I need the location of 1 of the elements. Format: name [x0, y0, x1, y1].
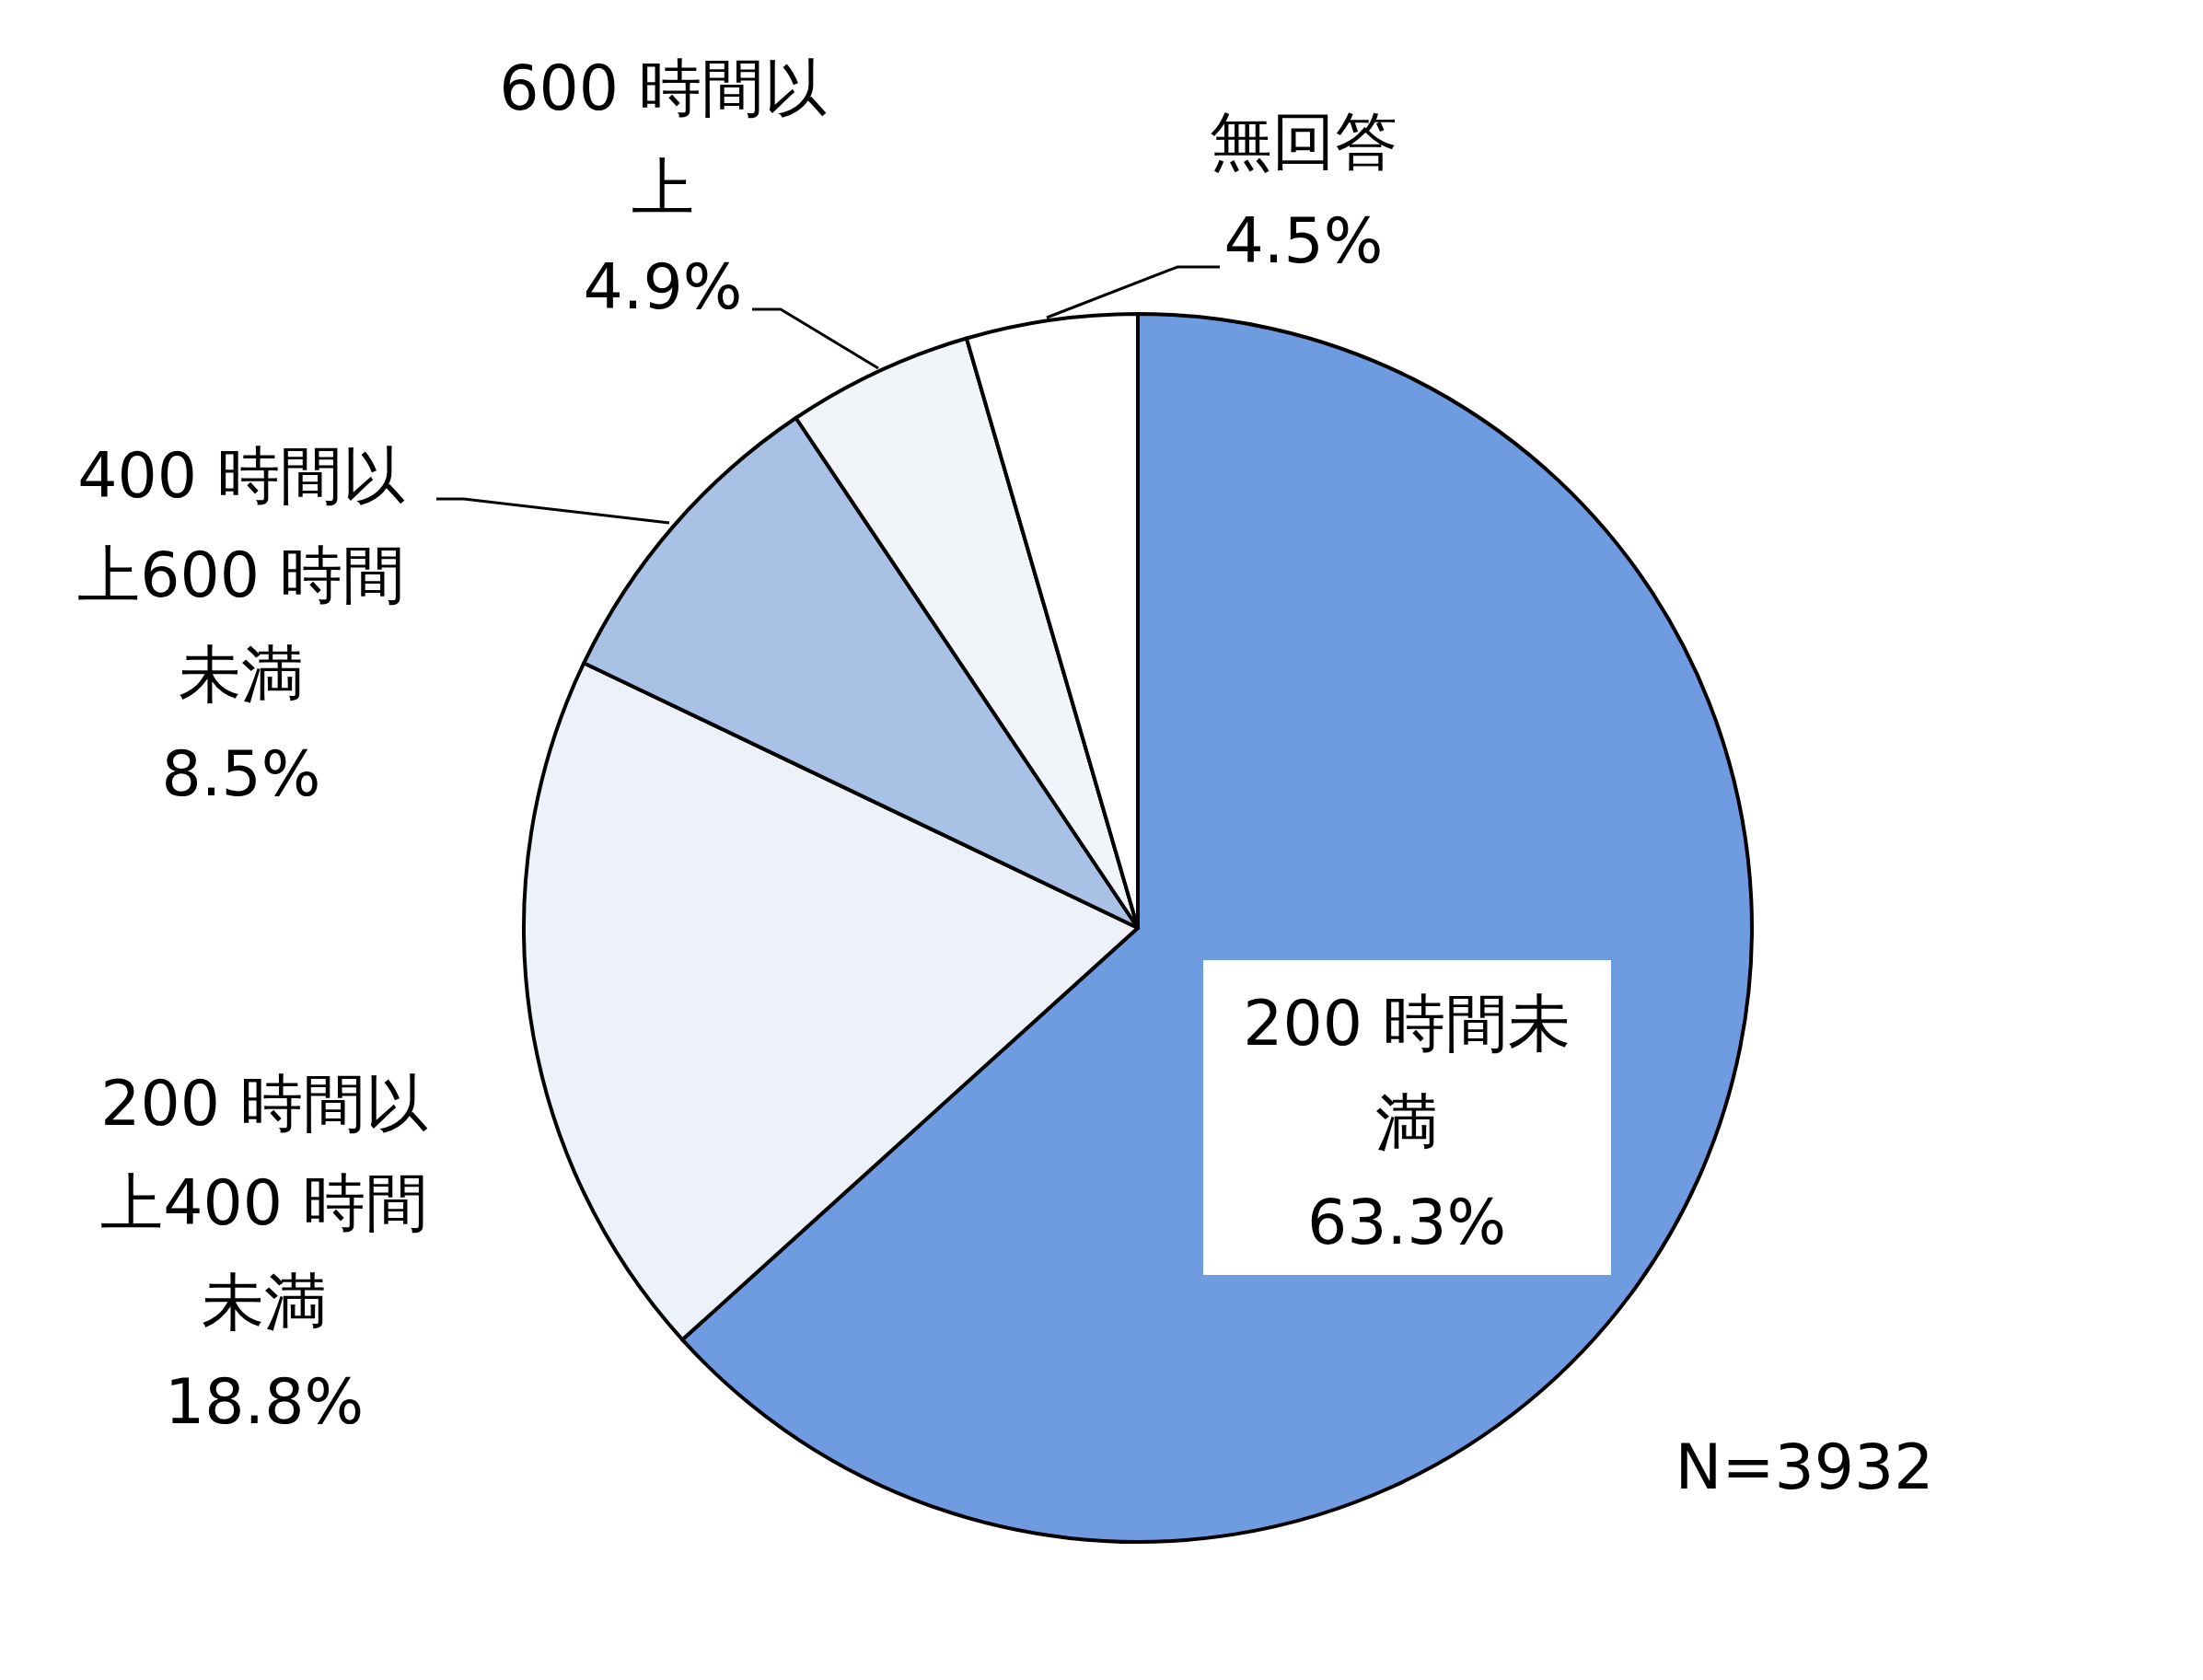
text: N=3932: [1675, 1430, 1934, 1503]
